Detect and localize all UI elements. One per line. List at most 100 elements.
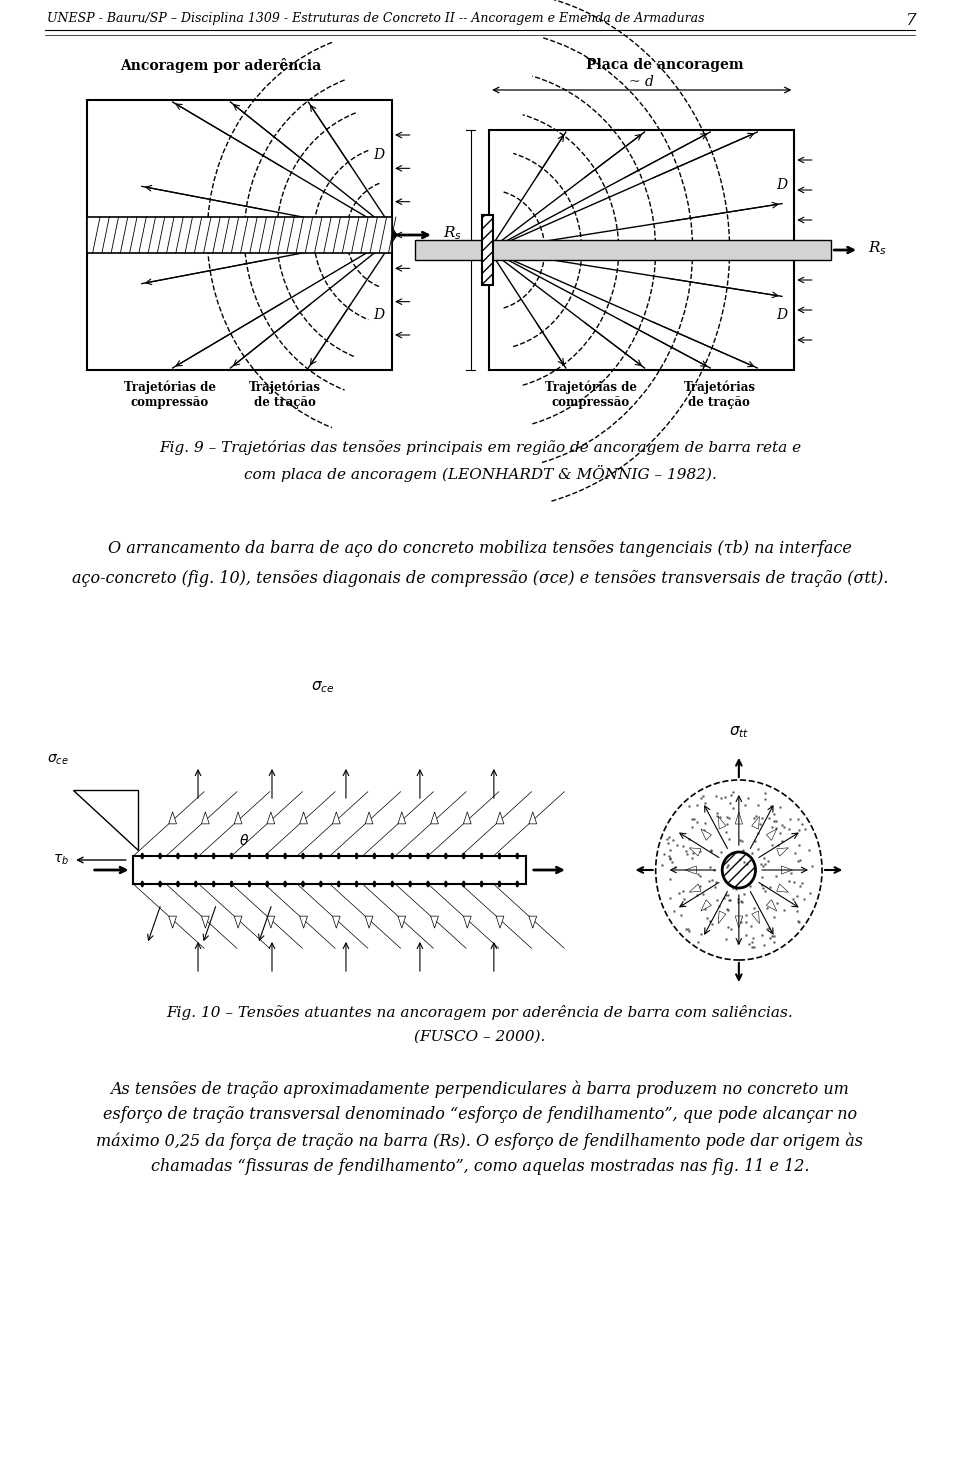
Polygon shape xyxy=(777,884,788,893)
Ellipse shape xyxy=(284,881,286,887)
Text: D: D xyxy=(373,308,385,322)
Point xyxy=(692,875,708,899)
Text: Ancoragem por aderência: Ancoragem por aderência xyxy=(121,58,322,73)
Ellipse shape xyxy=(463,854,465,859)
Polygon shape xyxy=(685,867,696,874)
Point xyxy=(673,903,688,926)
Point xyxy=(777,899,792,922)
Point xyxy=(766,905,781,928)
Point xyxy=(762,875,778,899)
Point xyxy=(671,881,686,905)
Ellipse shape xyxy=(284,854,286,859)
Point xyxy=(783,861,799,884)
Point xyxy=(750,837,765,861)
Point xyxy=(705,912,720,935)
Ellipse shape xyxy=(301,854,304,859)
Ellipse shape xyxy=(320,854,323,859)
Point xyxy=(772,877,787,900)
Point xyxy=(675,880,690,903)
Polygon shape xyxy=(73,789,138,851)
Polygon shape xyxy=(169,916,177,928)
Point xyxy=(675,835,690,858)
Point xyxy=(664,851,680,874)
Point xyxy=(716,887,732,910)
Point xyxy=(665,829,681,852)
Text: aço-concreto (fig. 10), tensões diagonais de compressão (σce) e tensões transver: aço-concreto (fig. 10), tensões diagonai… xyxy=(72,570,888,587)
Point xyxy=(764,816,780,839)
Point xyxy=(791,909,806,932)
Ellipse shape xyxy=(230,881,233,887)
Point xyxy=(795,813,810,836)
Polygon shape xyxy=(496,811,504,824)
Point xyxy=(677,887,692,910)
Point xyxy=(684,807,700,830)
Point xyxy=(718,820,733,843)
Point xyxy=(661,826,677,849)
Point xyxy=(763,919,779,943)
Point xyxy=(773,821,788,845)
Point xyxy=(754,852,769,875)
Ellipse shape xyxy=(248,881,251,887)
Bar xyxy=(133,856,526,884)
Text: R$_s$: R$_s$ xyxy=(443,225,462,242)
Point xyxy=(744,935,759,959)
Point xyxy=(759,896,775,919)
Point xyxy=(711,805,727,829)
Point xyxy=(662,867,678,890)
Polygon shape xyxy=(267,916,275,928)
Point xyxy=(757,788,773,811)
Text: com placa de ancoragem (LEONHARDT & MÖNNIG – 1982).: com placa de ancoragem (LEONHARDT & MÖNN… xyxy=(244,465,716,481)
Point xyxy=(763,794,779,817)
Point xyxy=(744,842,759,865)
Point xyxy=(804,855,820,878)
Ellipse shape xyxy=(141,854,144,859)
Point xyxy=(761,891,777,915)
Point xyxy=(755,924,770,947)
Polygon shape xyxy=(398,916,406,928)
Point xyxy=(695,883,710,906)
Point xyxy=(724,783,739,807)
Text: $\sigma_{ce}$: $\sigma_{ce}$ xyxy=(47,753,68,767)
Point xyxy=(720,915,735,938)
Text: $\sigma_{tt}$: $\sigma_{tt}$ xyxy=(115,792,133,807)
Point xyxy=(723,791,738,814)
Polygon shape xyxy=(735,916,742,928)
Polygon shape xyxy=(202,916,209,928)
Point xyxy=(753,813,768,836)
Polygon shape xyxy=(689,848,701,856)
Point xyxy=(738,903,754,926)
Polygon shape xyxy=(752,910,759,924)
Point xyxy=(713,786,729,810)
Point xyxy=(737,794,753,817)
Text: ~ d: ~ d xyxy=(630,74,654,89)
Ellipse shape xyxy=(391,881,394,887)
Ellipse shape xyxy=(516,854,518,859)
Point xyxy=(689,883,705,906)
Point xyxy=(768,865,783,889)
Ellipse shape xyxy=(141,881,144,887)
Point xyxy=(780,817,796,840)
Text: $\theta$: $\theta$ xyxy=(239,833,250,848)
Point xyxy=(661,845,677,868)
Text: $\sigma_{tt}$: $\sigma_{tt}$ xyxy=(729,724,749,740)
Point xyxy=(693,922,708,945)
Polygon shape xyxy=(234,916,242,928)
Point xyxy=(709,801,725,824)
Text: R$_s$: R$_s$ xyxy=(868,239,887,257)
Polygon shape xyxy=(300,811,307,824)
Text: Fig. 10 – Tensões atuantes na ancoragem por aderência de barra com saliências.: Fig. 10 – Tensões atuantes na ancoragem … xyxy=(167,1005,793,1020)
Polygon shape xyxy=(365,811,372,824)
Point xyxy=(721,827,736,851)
Point xyxy=(756,855,771,878)
Point xyxy=(702,855,717,878)
Point xyxy=(662,846,678,870)
Point xyxy=(746,805,761,829)
Text: D: D xyxy=(776,178,787,193)
Point xyxy=(682,827,697,851)
Point xyxy=(767,931,782,954)
Ellipse shape xyxy=(444,881,447,887)
Text: Fig. 9 – Trajetórias das tensões principais em região de ancoragem de barra reta: Fig. 9 – Trajetórias das tensões princip… xyxy=(159,441,801,455)
Polygon shape xyxy=(718,817,726,829)
Ellipse shape xyxy=(373,881,375,887)
Point xyxy=(719,805,734,829)
